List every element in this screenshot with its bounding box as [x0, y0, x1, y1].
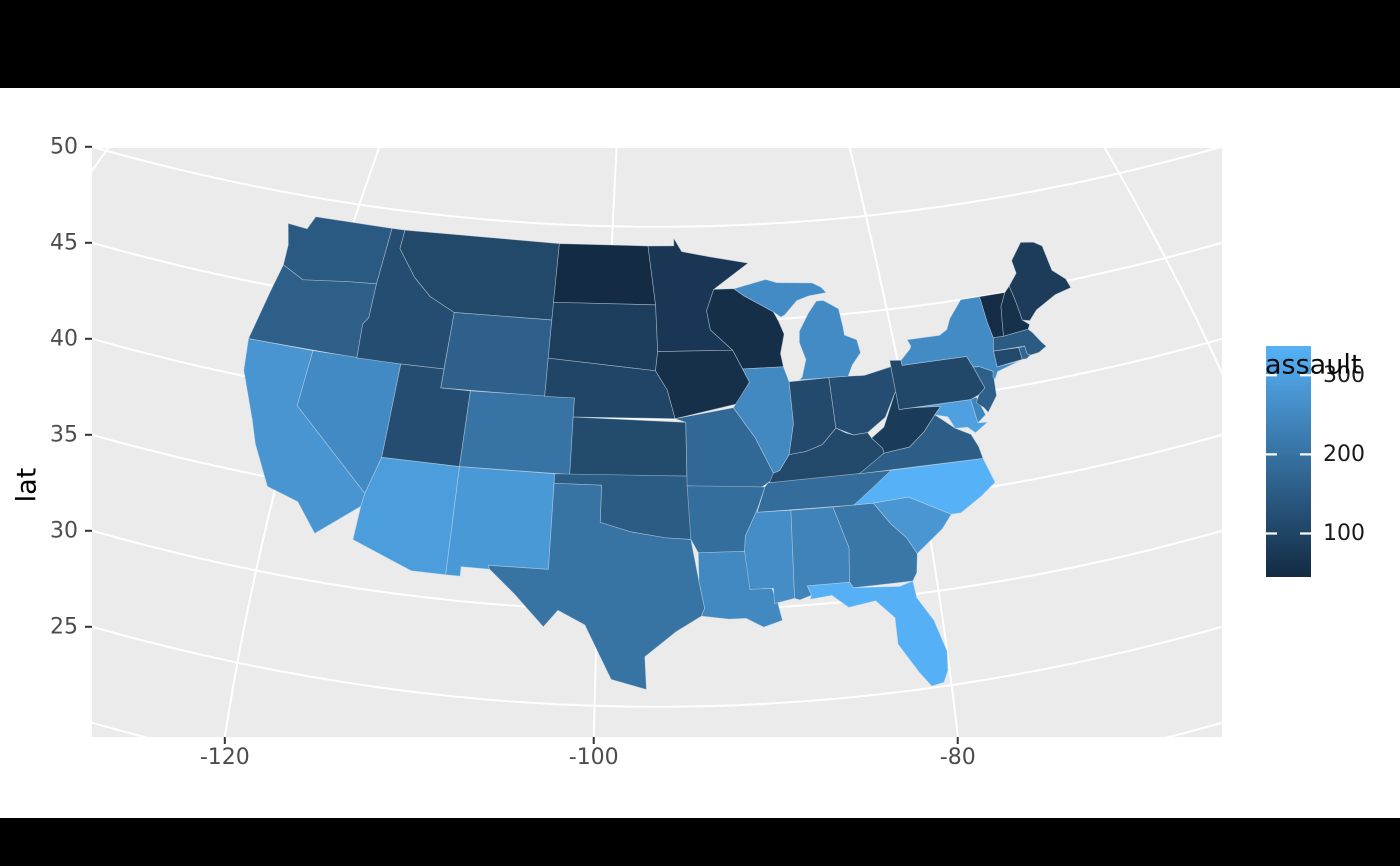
- state-kansas: [569, 416, 688, 477]
- x-tick-label: -120: [200, 745, 250, 770]
- state-michigan: [798, 300, 861, 381]
- state-new-mexico: [445, 466, 556, 577]
- state-north-dakota: [553, 243, 656, 306]
- state-washington: [283, 216, 393, 285]
- y-tick-label: 45: [50, 230, 78, 255]
- state-wyoming: [440, 312, 553, 397]
- legend-title: assault: [1265, 349, 1362, 381]
- gridline-lat-25: [92, 625, 1222, 708]
- state-north-carolina: [852, 458, 996, 515]
- y-tick-label: 40: [50, 326, 78, 351]
- state-delaware: [970, 396, 987, 424]
- state-maine: [1008, 241, 1072, 321]
- figure-canvas: 25 30 35 40 45 50 -120 -100 -80 300 200 100 lat lon…: [0, 88, 1400, 854]
- legend-tick-label: 300: [1323, 363, 1365, 388]
- legend-tick-label: 100: [1323, 521, 1365, 546]
- x-axis-title: long: [627, 822, 687, 854]
- gridline-lat-50: [92, 148, 1222, 228]
- y-tick-label: 35: [50, 422, 78, 447]
- gridline-long--60: [1103, 148, 1222, 376]
- legend-gradient-bar: [1266, 346, 1311, 577]
- legend-tick-label: 200: [1323, 442, 1365, 467]
- gridline-lat-40: [92, 337, 1222, 420]
- state-florida: [806, 580, 949, 687]
- x-tick-label: -100: [569, 745, 619, 770]
- y-axis-title: lat: [11, 467, 43, 503]
- choropleth-svg: 25 30 35 40 45 50 -120 -100 -80 300 200 100: [0, 132, 1400, 818]
- state-colorado: [459, 390, 575, 475]
- state-michigan: [733, 279, 827, 318]
- y-tick-label: 25: [50, 614, 78, 639]
- y-tick-label: 30: [50, 518, 78, 543]
- state-texas: [487, 482, 706, 690]
- state-connecticut: [993, 347, 1023, 368]
- y-tick-label: 50: [50, 134, 78, 159]
- x-tick-label: -80: [940, 745, 976, 770]
